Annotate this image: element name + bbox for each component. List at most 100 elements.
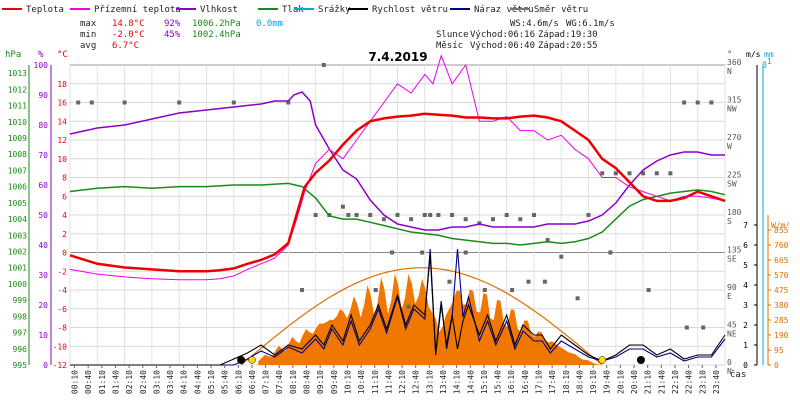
press-tick-5: 1000 <box>8 280 27 289</box>
hum-tick-6: 60 <box>38 181 48 190</box>
wind-direction-point-3 <box>177 100 182 105</box>
temp-tick-4: -4 <box>57 286 67 295</box>
solar-tick-7: 665 <box>774 256 789 265</box>
unit-solar: W/m² <box>771 221 790 230</box>
wind-direction-point-22 <box>518 217 523 222</box>
wind-direction-point-49 <box>701 325 706 330</box>
legend-label-0: Teplota <box>26 5 64 15</box>
stats-min-temp: -2.0°C <box>112 30 145 40</box>
dir-tick-deg-6: 270 <box>727 133 742 142</box>
wind-direction-point-48 <box>684 325 689 330</box>
stats-min-press: 1002.4hPa <box>192 30 241 40</box>
wind-direction-point-53 <box>526 279 531 284</box>
time-tick-5: 02:40 <box>139 370 148 394</box>
temp-tick-12: 12 <box>57 136 67 145</box>
sun-label: Slunce <box>436 30 469 40</box>
wind-direction-point-39 <box>406 304 411 309</box>
wind-wg: WG:6.1m/s <box>566 19 615 29</box>
legend-label-4: Srážky <box>318 5 351 15</box>
wind-direction-point-12 <box>381 217 386 222</box>
plot-area <box>69 54 726 366</box>
solar-tick-9: 855 <box>774 226 789 235</box>
wind-direction-point-11 <box>368 213 373 217</box>
time-tick-37: 18:40 <box>575 370 584 394</box>
wind-direction-point-28 <box>613 171 618 176</box>
press-tick-0: 995 <box>13 361 28 370</box>
wind-direction-point-41 <box>447 279 452 284</box>
dir-tick-name-2: E <box>727 292 732 301</box>
wind-direction-point-52 <box>463 250 468 255</box>
wind-direction-point-5 <box>286 100 291 105</box>
wind-direction-point-1 <box>89 100 94 105</box>
time-tick-10: 05:10 <box>207 370 216 394</box>
time-tick-7: 03:40 <box>166 370 175 394</box>
wind-direction-point-15 <box>422 213 427 217</box>
temp-tick-2: -8 <box>57 324 67 333</box>
stats-max-press: 1006.2hPa <box>192 19 241 29</box>
hum-tick-8: 80 <box>38 121 48 130</box>
temp-tick-15: 18 <box>57 80 67 89</box>
press-tick-14: 1009 <box>8 134 27 143</box>
wind-direction-point-50 <box>390 250 394 255</box>
stats-max-label: max <box>80 19 97 29</box>
press-tick-16: 1011 <box>8 102 27 111</box>
time-tick-43: 21:40 <box>657 370 666 394</box>
hum-tick-1: 10 <box>38 331 48 340</box>
wind-gust-line <box>70 248 726 366</box>
wind-direction-point-25 <box>559 254 564 259</box>
temp-tick-8: 4 <box>62 211 67 220</box>
wind-direction-point-32 <box>668 171 673 176</box>
wind-ws: WS:4.6m/s <box>510 19 559 29</box>
time-tick-41: 20:40 <box>630 370 639 394</box>
temperature-line <box>69 112 726 273</box>
time-tick-40: 20:10 <box>616 370 625 394</box>
wind-direction-point-44 <box>542 279 547 284</box>
hum-tick-10: 100 <box>34 61 49 70</box>
temp-tick-13: 14 <box>57 117 67 126</box>
temp-tick-10: 8 <box>62 174 67 183</box>
press-tick-10: 1005 <box>8 199 27 208</box>
dir-tick-name-4: S <box>727 217 732 226</box>
time-tick-4: 02:10 <box>125 370 134 394</box>
dir-tick-name-6: W <box>727 142 732 151</box>
time-tick-13: 06:40 <box>248 370 257 394</box>
rain-tick-0: -1 <box>762 57 772 66</box>
time-tick-44: 22:10 <box>671 370 680 394</box>
legend-label-6: Náraz větru <box>474 5 534 15</box>
hum-tick-9: 90 <box>38 91 48 100</box>
stats-max-rain: 0.0mm <box>256 19 283 29</box>
pressure-line <box>69 182 726 246</box>
time-tick-9: 04:40 <box>193 370 202 394</box>
stats-max-hum: 92% <box>164 19 181 29</box>
temp-tick-0: -12 <box>53 361 68 370</box>
dir-tick-name-0: N <box>727 367 732 376</box>
temp-tick-1: -10 <box>53 342 68 351</box>
wind-direction-point-36 <box>321 63 326 67</box>
dir-tick-name-1: NE <box>727 330 737 339</box>
time-axis: 00:10 00:40 01:10 01:40 02:10 02:40 03:10 03:40… <box>71 365 721 394</box>
wind-direction-point-34 <box>695 100 700 105</box>
solar-tick-0: 0 <box>774 361 779 370</box>
unit-press: hPa <box>5 50 21 60</box>
press-tick-11: 1006 <box>8 183 27 192</box>
press-tick-9: 1004 <box>8 215 27 224</box>
dir-tick-name-7: NW <box>727 105 737 114</box>
wind-direction-point-9 <box>340 204 345 209</box>
axes: -12-10-8-6-4-202468101214161899599699799… <box>8 57 789 376</box>
unit-rain: mm <box>764 50 774 59</box>
wind-direction-point-4 <box>231 100 236 105</box>
dir-tick-deg-3: 135 <box>727 246 742 255</box>
wind-direction-point-43 <box>510 288 515 292</box>
time-tick-35: 17:40 <box>548 370 557 394</box>
time-tick-25: 12:40 <box>412 370 421 394</box>
unit-hum: % <box>38 50 44 60</box>
wind-direction-point-6 <box>300 288 304 292</box>
moon-set: Západ:20:55 <box>538 41 598 51</box>
wind-tick-5: 5 <box>743 261 748 270</box>
time-tick-1: 00:40 <box>84 370 93 394</box>
dir-tick-deg-7: 315 <box>727 96 742 105</box>
wind-direction-point-37 <box>346 213 351 217</box>
temp-tick-9: 6 <box>62 192 67 201</box>
wind-tick-3: 3 <box>743 301 748 310</box>
